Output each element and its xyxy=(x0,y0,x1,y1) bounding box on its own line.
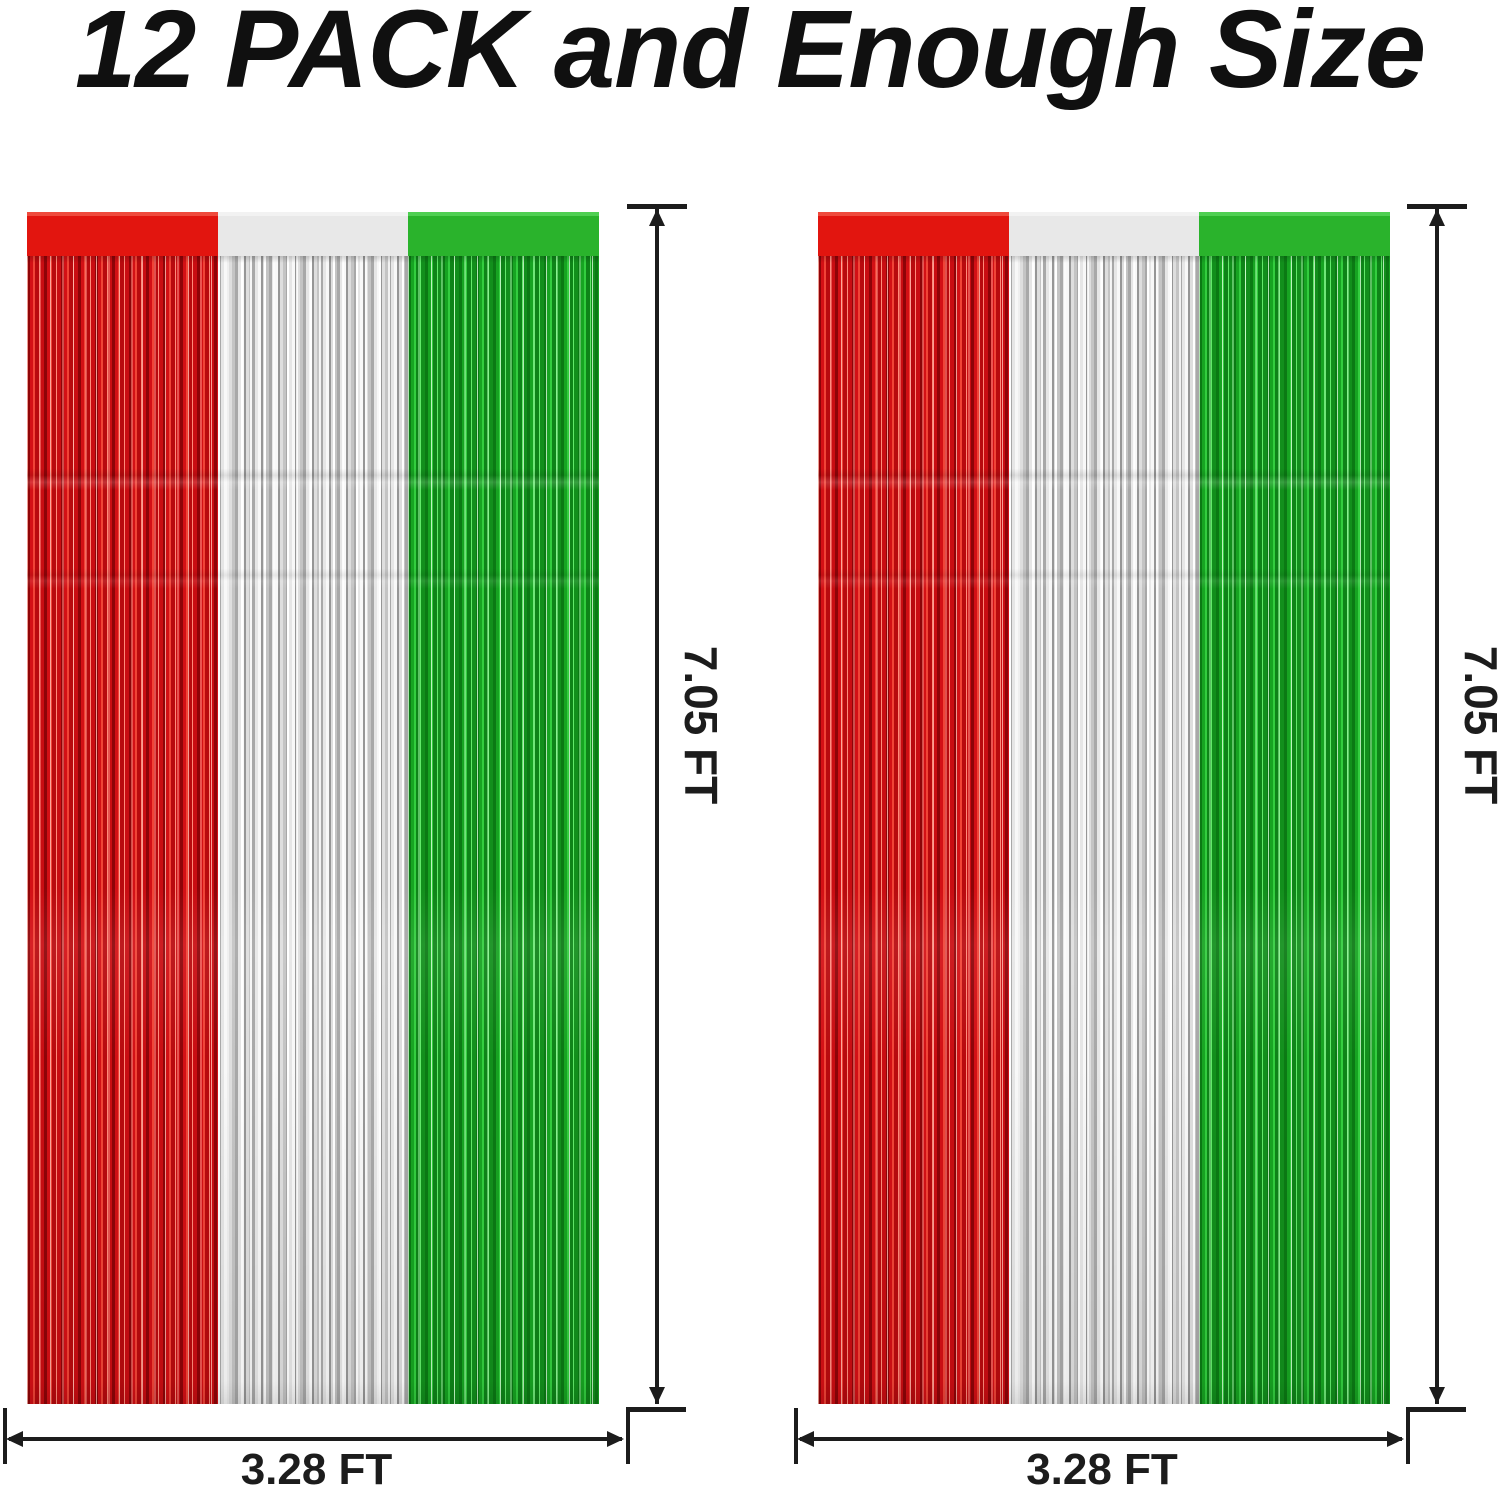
curtain-fringe-green xyxy=(408,256,600,1404)
curtain-fringe-red xyxy=(27,256,218,1404)
curtain-fringe-silver xyxy=(217,256,409,1404)
curtain-fringe-red xyxy=(818,256,1009,1404)
dimension-end-cap xyxy=(627,204,687,209)
dimension-end-cap xyxy=(1407,204,1467,209)
stripe-silver xyxy=(1008,212,1200,1404)
dimension-line-horizontal xyxy=(800,1437,1402,1441)
width-label: 3.28 FT xyxy=(1026,1445,1178,1493)
stripe-green xyxy=(408,212,600,1404)
dimension-tick xyxy=(626,1408,630,1464)
curtain-header-green xyxy=(1199,212,1391,256)
foil-curtain-image xyxy=(818,212,1391,1404)
width-label: 3.28 FT xyxy=(240,1445,393,1493)
width-dimension: 3.28 FT xyxy=(794,200,1500,1493)
curtain-header-silver xyxy=(217,212,409,256)
dimension-line-vertical xyxy=(1435,209,1439,1404)
curtain-fringe-silver xyxy=(1008,256,1200,1404)
arrow-down-icon xyxy=(1429,1387,1445,1404)
stripe-silver xyxy=(217,212,409,1404)
dimension-end-cap xyxy=(1406,1407,1466,1412)
arrow-right-icon xyxy=(607,1431,624,1447)
curtain-unit-2: 7.05 FT 3.28 FT xyxy=(794,200,1500,1493)
stripe-red xyxy=(818,212,1009,1404)
curtain-header-red xyxy=(818,212,1009,256)
dimension-tick xyxy=(3,1408,7,1464)
curtain-header-green xyxy=(408,212,600,256)
dimension-end-cap xyxy=(626,1407,686,1412)
curtain-fringe-green xyxy=(1199,256,1391,1404)
dimension-line-vertical xyxy=(655,209,659,1404)
dimension-tick xyxy=(794,1408,798,1464)
foil-curtain-image xyxy=(27,212,600,1404)
page-title: 12 PACK and Enough Size xyxy=(74,0,1426,111)
stripe-green xyxy=(1199,212,1391,1404)
arrow-right-icon xyxy=(1387,1431,1404,1447)
width-dimension: 3.28 FT xyxy=(3,200,727,1493)
stripe-red xyxy=(27,212,218,1404)
dimension-tick xyxy=(1406,1408,1410,1464)
curtain-header-silver xyxy=(1008,212,1200,256)
curtain-header-red xyxy=(27,212,218,256)
dimension-line-horizontal xyxy=(9,1437,622,1441)
curtain-unit-1: 7.05 FT 3.28 FT xyxy=(3,200,727,1493)
arrow-down-icon xyxy=(649,1387,665,1404)
